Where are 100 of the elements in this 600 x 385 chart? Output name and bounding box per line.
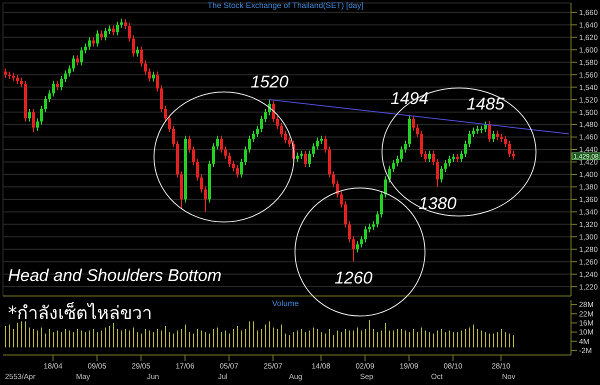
candlestick [204,186,207,212]
candlestick [220,135,223,154]
candlestick [340,190,343,208]
candlestick [56,80,59,91]
candlestick [96,30,99,48]
candlestick [60,75,63,91]
candlestick [232,160,235,172]
candlestick [160,84,163,113]
candlestick [164,105,167,122]
candlestick [428,150,431,162]
candlestick [16,74,19,85]
candlestick [276,115,279,130]
candlestick [120,18,123,28]
candlestick [168,114,171,133]
candlestick [400,146,403,162]
candlestick [284,130,287,144]
candlestick [72,54,75,72]
candlestick [240,158,243,178]
candlestick [4,68,7,78]
candlestick [316,137,319,150]
candlestick [128,22,131,42]
candlestick [88,36,91,50]
candlestick [436,158,439,188]
candlestick [460,150,463,162]
chart-title: Volume [272,299,299,308]
candlestick [196,158,199,182]
candlestick [36,118,39,132]
candlestick [280,122,283,138]
annotation: Head and Shoulders Bottom [8,266,222,286]
candlestick [244,146,247,166]
candlestick [308,150,311,168]
candlestick [48,90,51,103]
candlestick [200,174,203,194]
candlestick [140,46,143,68]
candlestick [112,24,115,36]
candlestick [384,176,387,198]
candlestick [412,115,415,132]
text: 1485 [466,94,504,114]
candlestick [236,164,239,178]
candlestick [472,127,475,138]
candlestick [64,70,67,83]
candlestick [148,68,151,82]
candlestick [324,135,327,154]
candlestick [188,135,191,154]
candlestick [216,135,219,150]
candlestick [260,115,263,133]
candlestick [388,165,391,184]
candlestick [32,108,35,133]
candlestick [496,130,499,141]
annotation: *กำลังเซ็ตไหล่ขวา [8,301,152,326]
candlestick [76,54,79,66]
candlestick [52,80,55,98]
candlestick [152,71,155,82]
candlestick [332,170,335,188]
text: 1260 [334,268,372,288]
text: 1520 [250,72,288,92]
candlestick [124,18,127,30]
candlestick [444,160,447,172]
candlestick [432,150,435,166]
candlestick [464,140,467,158]
candlestick [420,130,423,158]
candlestick [228,152,231,168]
candlestick [224,146,227,160]
candlestick [92,36,95,48]
candlestick [364,226,367,243]
candlestick [84,43,87,54]
candlestick [80,46,83,66]
candlestick [248,135,251,154]
candlestick [304,150,307,168]
candlestick [504,135,507,148]
candlestick [296,152,299,162]
candlestick [440,165,443,184]
candlestick [264,108,267,123]
candlestick [312,142,315,158]
candlestick [272,100,275,123]
candlestick [344,200,347,228]
text: 1380 [418,194,456,213]
candlestick [396,155,399,167]
candlestick [156,71,159,92]
candlestick [448,155,451,167]
chart-title: The Stock Exchange of Thailand(SET) [day] [206,1,364,10]
candlestick [252,130,255,143]
candlestick [100,30,103,41]
candlestick [492,130,495,143]
candlestick [116,21,119,36]
candlestick [20,77,23,88]
candlestick [68,64,71,78]
candlestick [360,236,363,248]
candlestick [44,95,47,113]
candlestick [104,27,107,41]
candlestick [356,240,359,253]
candlestick [488,120,491,143]
candlestick [132,34,135,58]
candlestick [416,124,419,138]
candlestick [256,125,259,138]
candlestick [212,142,215,168]
candlestick [28,108,31,122]
candlestick [144,60,147,76]
candlestick [508,140,511,158]
candlestick [136,46,139,58]
